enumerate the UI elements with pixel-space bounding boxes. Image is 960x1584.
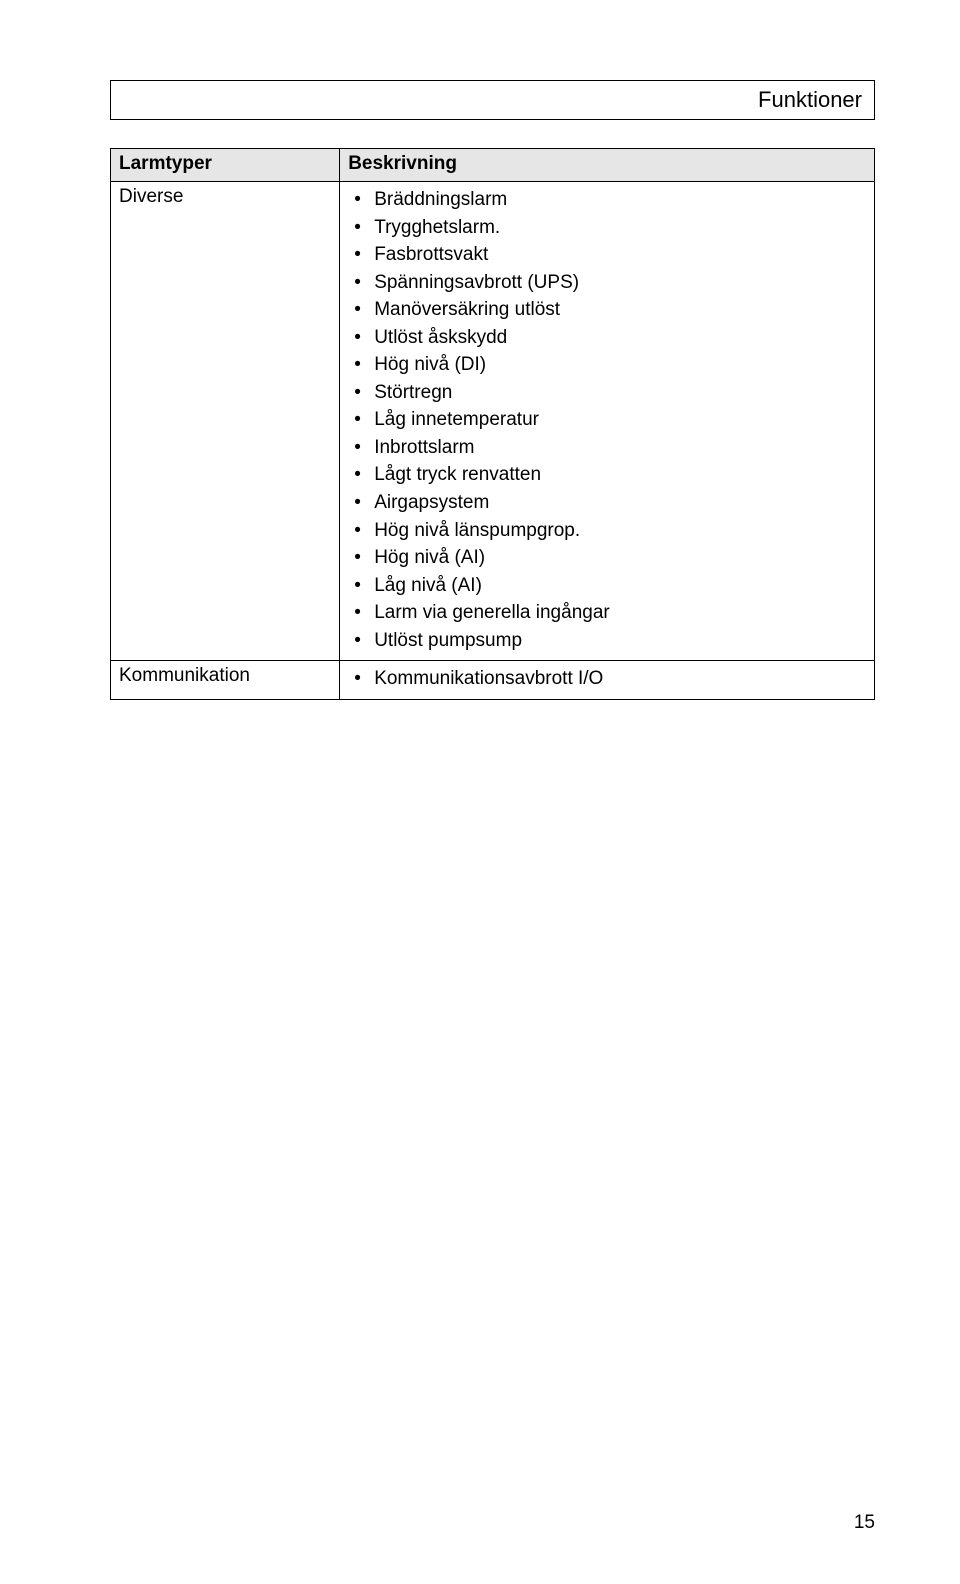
alarm-table: Larmtyper Beskrivning Diverse Bräddnings…	[110, 148, 875, 700]
list-item: Låg innetemperatur	[348, 406, 866, 434]
list-item: Lågt tryck renvatten	[348, 461, 866, 489]
table-column-header: Beskrivning	[340, 149, 875, 182]
table-row: Diverse Bräddningslarm Trygghetslarm. Fa…	[111, 182, 875, 661]
page-number: 15	[854, 1512, 875, 1534]
section-header-box: Funktioner	[110, 80, 875, 120]
list-item: Kommunikationsavbrott I/O	[348, 665, 866, 693]
list-item: Störtregn	[348, 379, 866, 407]
list-item: Larm via generella ingångar	[348, 599, 866, 627]
table-row: Kommunikation Kommunikationsavbrott I/O	[111, 661, 875, 700]
list-item: Fasbrottsvakt	[348, 241, 866, 269]
row-label-cell: Diverse	[111, 182, 340, 661]
list-item: Låg nivå (AI)	[348, 572, 866, 600]
list-item: Utlöst pumpsump	[348, 627, 866, 655]
bullet-list: Bräddningslarm Trygghetslarm. Fasbrottsv…	[348, 186, 866, 654]
row-items-cell: Bräddningslarm Trygghetslarm. Fasbrottsv…	[340, 182, 875, 661]
list-item: Utlöst åskskydd	[348, 324, 866, 352]
row-label-cell: Kommunikation	[111, 661, 340, 700]
table-header-row: Larmtyper Beskrivning	[111, 149, 875, 182]
list-item: Hög nivå länspumpgrop.	[348, 517, 866, 545]
list-item: Inbrottslarm	[348, 434, 866, 462]
bullet-list: Kommunikationsavbrott I/O	[348, 665, 866, 693]
table-column-header: Larmtyper	[111, 149, 340, 182]
list-item: Hög nivå (AI)	[348, 544, 866, 572]
list-item: Trygghetslarm.	[348, 214, 866, 242]
list-item: Spänningsavbrott (UPS)	[348, 269, 866, 297]
page: Funktioner Larmtyper Beskrivning Diverse…	[0, 0, 960, 1584]
row-items-cell: Kommunikationsavbrott I/O	[340, 661, 875, 700]
list-item: Manöversäkring utlöst	[348, 296, 866, 324]
list-item: Airgapsystem	[348, 489, 866, 517]
list-item: Hög nivå (DI)	[348, 351, 866, 379]
section-header-title: Funktioner	[758, 87, 862, 112]
list-item: Bräddningslarm	[348, 186, 866, 214]
